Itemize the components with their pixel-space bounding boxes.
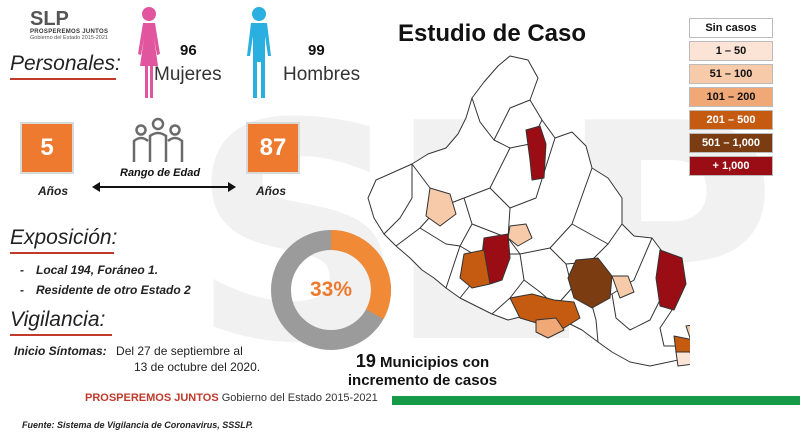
- inicio-value: Del 27 de septiembre al: [116, 344, 243, 358]
- legend-item-5: 501 – 1,000: [689, 133, 773, 153]
- male-icon: [247, 7, 271, 98]
- map-municipality: [535, 317, 565, 339]
- municipios-count: 19: [355, 351, 376, 371]
- map-municipality: [685, 324, 690, 340]
- edad-max-box: 87: [246, 122, 300, 174]
- source-note: Fuente: Sistema de Vigilancia de Coronav…: [22, 420, 254, 430]
- people-group-icon: [132, 117, 184, 162]
- hombres-label: Hombres: [283, 64, 361, 85]
- municipios-text: 19 Municipios con incremento de casos: [347, 351, 498, 389]
- mujeres-count: 96: [180, 42, 197, 59]
- logo-text: SLP: [30, 8, 69, 30]
- map-municipality: [425, 187, 457, 227]
- legend-item-3: 101 – 200: [689, 87, 773, 107]
- page-title: Estudio de Caso: [398, 20, 587, 47]
- exposicion-list: - Local 194, Foráneo 1. - Residente de otr…: [20, 263, 191, 303]
- map-municipality: [459, 249, 491, 289]
- logo-government: Gobierno del Estado 2015-2021: [30, 35, 108, 41]
- map-boundary: [493, 99, 531, 141]
- legend-item-0: Sin casos: [689, 18, 773, 38]
- legend-item-4: 201 – 500: [689, 110, 773, 130]
- map-municipality: [675, 351, 690, 367]
- map-boundary: [491, 253, 525, 315]
- legend-item-1: 1 – 50: [689, 41, 773, 61]
- slp-logo: SLP PROSPEREMOS JUNTOS Gobierno del Esta…: [30, 8, 108, 41]
- donut-arc: [271, 230, 391, 350]
- map-boundary: [571, 223, 609, 245]
- legend: Sin casos 1 – 50 51 – 100 101 – 200 201 …: [689, 18, 773, 179]
- list-item: - Local 194, Foráneo 1.: [20, 263, 159, 277]
- female-icon: [138, 7, 160, 98]
- rango-edad-label: Rango de Edad: [120, 167, 201, 179]
- vigilancia-heading: Vigilancia:: [10, 308, 112, 336]
- slp-municipality-map: [367, 55, 690, 367]
- edad-min-box: 5: [20, 122, 74, 174]
- hombres-count: 99: [308, 42, 325, 59]
- map-municipality: [509, 293, 581, 329]
- map-boundary: [611, 291, 665, 331]
- map-boundary: [383, 164, 413, 235]
- logo-slogan: PROSPEREMOS JUNTOS: [30, 29, 109, 35]
- map-municipality: [673, 335, 690, 355]
- list-item: - Residente de otro Estado 2: [20, 283, 191, 297]
- inicio-value-2: 13 de octubre del 2020.: [134, 360, 261, 374]
- percentage-donut: 33%: [268, 227, 394, 353]
- edad-max-unit: Años: [256, 184, 286, 198]
- legend-item-2: 51 – 100: [689, 64, 773, 84]
- legend-item-6: + 1,000: [689, 156, 773, 176]
- footer-slogan: PROSPEREMOS JUNTOS Gobierno del Estado 2…: [85, 392, 378, 404]
- map-boundary: [445, 197, 473, 289]
- map-municipality: [567, 257, 613, 309]
- range-arrow-icon: [92, 182, 236, 192]
- inicio-sintomas: Inicio Síntomas: Del 27 de septiembre al: [14, 344, 243, 358]
- inicio-label: Inicio Síntomas:: [14, 344, 107, 358]
- personales-heading: Personales:: [10, 52, 121, 80]
- map-municipality: [525, 125, 547, 181]
- map-boundary: [419, 227, 461, 247]
- exposicion-heading: Exposición:: [10, 226, 117, 254]
- map-boundary: [489, 137, 556, 209]
- donut-percentage: 33%: [309, 278, 353, 301]
- map-municipality: [655, 249, 687, 311]
- footer-green-bar: [392, 396, 800, 405]
- edad-min-unit: Años: [38, 184, 68, 198]
- map-municipality: [611, 275, 635, 299]
- mujeres-label: Mujeres: [154, 64, 222, 85]
